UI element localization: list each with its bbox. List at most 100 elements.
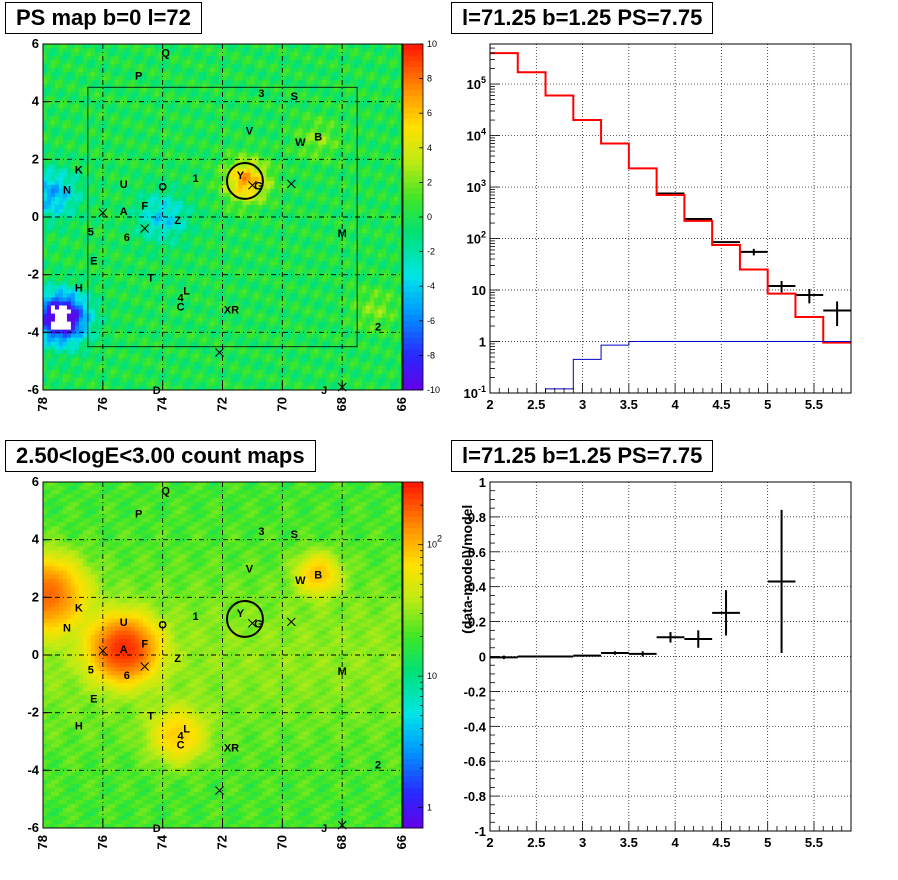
map-pixel — [130, 245, 136, 250]
map-pixel — [94, 261, 100, 266]
map-pixel — [94, 196, 100, 202]
map-pixel — [154, 305, 160, 310]
map-pixel — [246, 96, 251, 101]
map-pixel — [94, 128, 100, 133]
map-pixel — [226, 48, 231, 53]
map-pixel — [202, 72, 207, 77]
map-pixel — [98, 369, 104, 375]
map-pixel — [150, 104, 156, 109]
map-pixel — [98, 237, 104, 242]
map-pixel — [142, 120, 148, 125]
map-pixel — [150, 233, 156, 238]
map-pixel — [266, 152, 271, 158]
map-pixel — [142, 188, 148, 194]
map-pixel — [242, 381, 247, 387]
map-pixel — [126, 293, 132, 298]
map-pixel — [246, 301, 251, 306]
map-pixel — [242, 64, 247, 69]
map-pixel — [234, 317, 239, 322]
map-pixel — [154, 217, 160, 222]
map-pixel — [166, 241, 172, 246]
map-pixel — [118, 152, 124, 158]
map-pixel — [218, 245, 223, 250]
map-pixel — [190, 365, 195, 371]
map-pixel — [102, 237, 108, 242]
map-pixel — [206, 297, 211, 302]
map-pixel — [266, 88, 271, 93]
map-pixel — [178, 361, 184, 367]
map-pixel — [246, 64, 251, 69]
map-pixel — [43, 249, 48, 254]
map-pixel — [202, 192, 207, 198]
map-pixel — [238, 80, 243, 85]
map-pixel — [178, 301, 184, 306]
map-pixel — [118, 353, 124, 359]
map-pixel — [242, 56, 247, 61]
map-pixel — [58, 349, 64, 355]
map-pixel — [66, 64, 72, 69]
map-pixel — [90, 132, 96, 137]
map-pixel — [170, 212, 176, 218]
map-pixel — [238, 192, 243, 198]
map-pixel — [142, 60, 148, 65]
map-pixel — [118, 200, 124, 206]
map-pixel — [170, 301, 176, 306]
map-pixel — [218, 321, 223, 327]
map-pixel — [214, 144, 219, 149]
map-pixel — [246, 84, 251, 89]
map-pixel — [126, 116, 132, 121]
map-pixel — [158, 221, 164, 226]
map-pixel — [142, 160, 148, 166]
map-pixel — [186, 188, 191, 194]
map-pixel — [46, 88, 52, 93]
map-pixel — [158, 297, 164, 302]
map-pixel — [154, 132, 160, 137]
map-pixel — [182, 333, 187, 339]
map-pixel — [78, 317, 84, 322]
map-pixel — [90, 140, 96, 145]
map-pixel — [202, 377, 207, 383]
map-pixel — [174, 180, 180, 186]
map-pixel — [50, 385, 56, 391]
map-pixel — [110, 245, 116, 250]
map-pixel — [146, 273, 152, 278]
map-pixel — [58, 152, 64, 158]
map-pixel — [54, 237, 60, 242]
map-pixel — [202, 369, 207, 375]
map-pixel — [194, 369, 199, 375]
map-pixel — [186, 108, 191, 113]
map-pixel — [50, 353, 56, 359]
map-pixel — [166, 233, 172, 238]
map-pixel — [102, 172, 108, 178]
map-pixel — [90, 265, 96, 270]
map-pixel — [146, 237, 152, 242]
map-pixel — [86, 361, 92, 367]
map-pixel — [150, 212, 156, 218]
map-pixel — [226, 265, 231, 270]
map-pixel — [254, 377, 259, 383]
map-pixel — [214, 176, 219, 182]
map-pixel — [146, 212, 152, 218]
map-pixel — [210, 341, 215, 347]
map-pixel — [226, 180, 231, 186]
map-pixel — [134, 345, 140, 351]
map-pixel — [170, 156, 176, 162]
map-pixel — [242, 136, 247, 141]
map-pixel — [142, 249, 148, 254]
map-pixel — [78, 112, 84, 117]
map-pixel — [218, 52, 223, 57]
map-pixel — [106, 160, 112, 166]
map-pixel — [266, 285, 271, 290]
map-pixel — [190, 217, 195, 222]
map-pixel — [194, 136, 199, 141]
map-pixel — [214, 72, 219, 77]
map-pixel — [86, 172, 92, 178]
map-pixel — [230, 225, 235, 230]
map-pixel — [194, 208, 199, 214]
map-pixel — [202, 261, 207, 266]
map-pixel — [86, 293, 92, 298]
map-pixel — [106, 353, 112, 359]
map-pixel — [206, 341, 211, 347]
map-pixel — [266, 200, 271, 206]
map-pixel — [238, 212, 243, 218]
